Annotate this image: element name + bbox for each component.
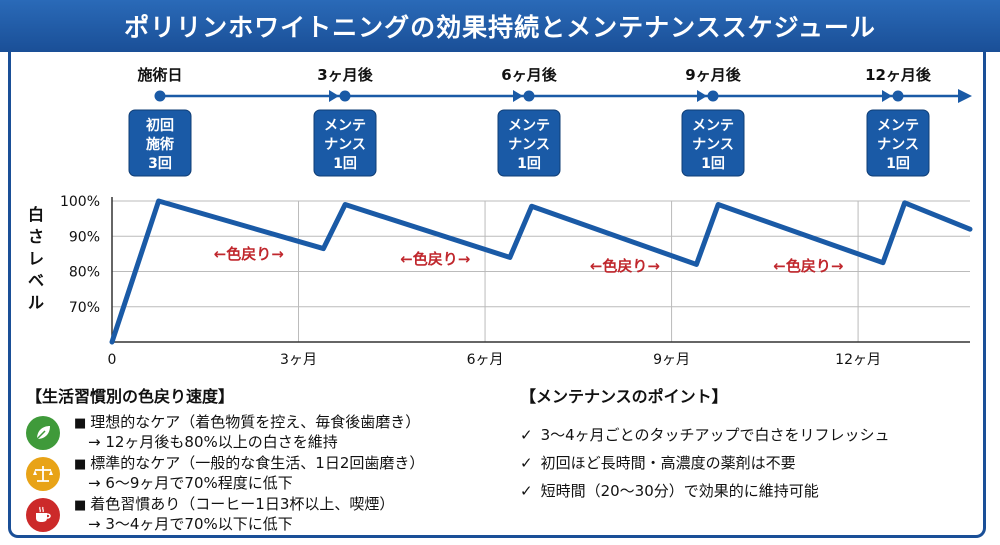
timeline-box-text: 1回: [886, 156, 910, 172]
color-relapse-label: ←色戻り→: [590, 257, 660, 275]
color-relapse-label: ←色戻り→: [400, 250, 470, 268]
habit-standard-result: → 6〜9ヶ月で70%程度に低下: [88, 474, 293, 492]
point-item: ✓ 初回ほど長時間・高濃度の薬剤は不要: [520, 454, 796, 472]
timeline-box-text: 1回: [333, 156, 357, 172]
timeline-marker: [707, 90, 719, 102]
x-tick-label: 12ヶ月: [835, 352, 881, 368]
timeline-box-text: ナンス: [692, 137, 734, 153]
timeline-box-text: メンテ: [324, 118, 366, 134]
points-title: 【メンテナンスのポイント】: [520, 387, 728, 406]
x-tick-label: 6ヶ月: [467, 352, 504, 368]
habit-ideal-result: → 12ヶ月後も80%以上の白さを維持: [88, 433, 338, 451]
timeline-marker: [339, 90, 351, 102]
timeline-marker: [892, 90, 904, 102]
timeline-box-text: 初回: [146, 117, 174, 134]
timeline-box: [497, 109, 561, 177]
leaf-icon: [26, 416, 60, 450]
timeline-label: 6ヶ月後: [501, 66, 557, 84]
y-tick-label: 80%: [69, 265, 100, 281]
timeline-chevron: [329, 90, 339, 102]
x-tick-label: 9ヶ月: [653, 352, 690, 368]
timeline-box: [681, 109, 745, 177]
timeline-chevron: [513, 90, 523, 102]
timeline-label: 9ヶ月後: [685, 66, 741, 84]
y-axis-label: 白さレベル: [28, 205, 44, 312]
timeline-arrowhead: [958, 89, 972, 103]
points-section: 【メンテナンスのポイント】 ✓ 3〜4ヶ月ごとのタッチアップで白さをリフレッシュ …: [520, 383, 970, 505]
timeline-box-text: メンテ: [877, 118, 919, 134]
habit-ideal-text: 理想的なケア（着色物質を控え、毎食後歯磨き）: [90, 413, 421, 431]
y-tick-label: 100%: [60, 194, 100, 210]
timeline-marker: [154, 90, 166, 102]
habit-item-ideal: ■ 理想的なケア（着色物質を控え、毎食後歯磨き） → 12ヶ月後も80%以上の白さ…: [26, 413, 496, 454]
habits-section: 【生活習慣別の色戻り速度】 ■ 理想的なケア（着色物質を控え、毎食後歯磨き） → …: [26, 383, 496, 536]
scale-icon: [26, 457, 60, 491]
timeline-box-text: 施術: [146, 136, 174, 153]
check-icon: ✓: [520, 482, 533, 500]
y-tick-label: 90%: [69, 229, 100, 245]
timeline-label: 施術日: [137, 66, 182, 84]
habit-staining-text: 着色習慣あり（コーヒー1日3杯以上、喫煙）: [90, 495, 395, 513]
timeline-box-text: 1回: [701, 156, 725, 172]
timeline-chevron: [882, 90, 892, 102]
timeline-box-text: メンテ: [508, 118, 550, 134]
check-icon: ✓: [520, 454, 533, 472]
habit-item-standard: ■ 標準的なケア（一般的な食生活、1日2回歯磨き） → 6〜9ヶ月で70%程度に低…: [26, 454, 496, 495]
point-item: ✓ 3〜4ヶ月ごとのタッチアップで白さをリフレッシュ: [520, 426, 890, 444]
timeline-box-text: メンテ: [692, 118, 734, 134]
timeline-box-text: 1回: [517, 156, 541, 172]
timeline-marker: [523, 90, 535, 102]
coffee-icon: [26, 498, 60, 532]
habit-item-staining: ■ 着色習慣あり（コーヒー1日3杯以上、喫煙） → 3〜4ヶ月で70%以下に低下: [26, 495, 496, 536]
whiteness-line: [109, 198, 973, 345]
timeline-box: [866, 109, 930, 177]
timeline-label: 12ヶ月後: [865, 66, 932, 84]
timeline-box-text: ナンス: [508, 137, 550, 153]
y-tick-label: 70%: [69, 300, 100, 316]
habits-title: 【生活習慣別の色戻り速度】: [26, 387, 235, 406]
color-relapse-label: ←色戻り→: [773, 257, 843, 275]
color-relapse-label: ←色戻り→: [214, 245, 284, 263]
page-title: ポリリンホワイトニングの効果持続とメンテナンススケジュール: [0, 0, 1000, 52]
timeline-box-text: ナンス: [324, 137, 366, 153]
x-tick-label: 3ヶ月: [280, 352, 317, 368]
habit-staining-result: → 3〜4ヶ月で70%以下に低下: [88, 515, 293, 533]
timeline-box-text: ナンス: [877, 137, 919, 153]
timeline-box: [313, 109, 377, 177]
habit-standard-text: 標準的なケア（一般的な食生活、1日2回歯磨き）: [90, 454, 425, 472]
timeline-box: [128, 109, 192, 177]
x-tick-label: 0: [108, 352, 117, 368]
timeline-chevron: [697, 90, 707, 102]
timeline-box-text: 3回: [148, 156, 172, 172]
timeline-label: 3ヶ月後: [317, 66, 373, 84]
point-item: ✓ 短時間（20〜30分）で効果的に維持可能: [520, 482, 819, 500]
check-icon: ✓: [520, 426, 533, 444]
